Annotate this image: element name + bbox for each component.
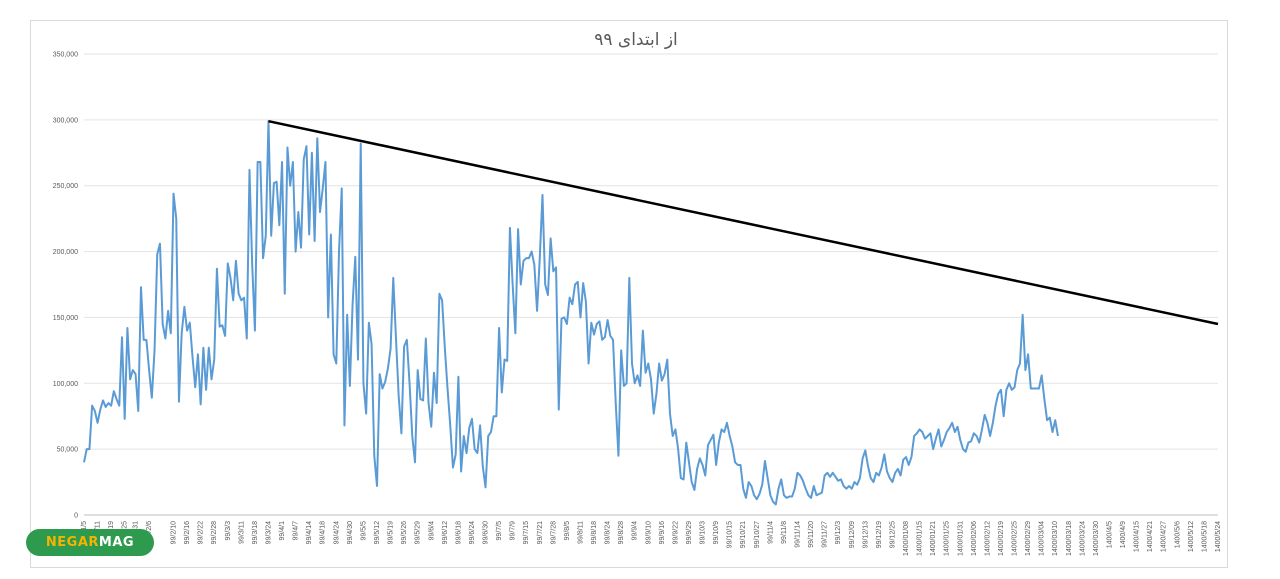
x-tick-label: 99/9/10	[645, 521, 652, 544]
x-tick-label: 99/4/14	[306, 521, 313, 544]
x-tick-label: 1400/02/29	[1025, 521, 1032, 556]
x-tick-label: 99/7/15	[523, 521, 530, 544]
x-tick-label: 99/12/13	[862, 521, 869, 548]
x-tick-label: 99/4/24	[333, 521, 340, 544]
x-tick-label: 99/5/29	[415, 521, 422, 544]
logo-text-negar: NEGAR	[45, 535, 99, 550]
x-tick-label: 1400/02/25	[1012, 521, 1019, 556]
x-tick-label: 99/4/1	[279, 521, 286, 541]
series-line	[83, 120, 1059, 506]
gridlines	[84, 53, 1218, 516]
x-tick-label: 99/6/30	[483, 521, 490, 544]
negarmag-logo: NEGAR MAG	[26, 529, 154, 556]
x-tick-label: 99/8/18	[591, 521, 598, 544]
x-tick-label: 99/5/12	[374, 521, 381, 544]
x-tick-label: 1400/03/04	[1039, 521, 1046, 556]
y-tick-label: 150,000	[53, 315, 78, 322]
x-tick-label: 99/4/30	[347, 521, 354, 544]
x-tick-label: 99/11/27	[822, 521, 829, 548]
x-tick-label: 1400/01/21	[930, 521, 937, 556]
x-tick-label: 99/2/28	[211, 521, 218, 544]
x-tick-label: 99/12/19	[876, 521, 883, 548]
x-tick-label: 1400/01/31	[957, 521, 964, 556]
trendline	[268, 119, 1219, 326]
x-tick-label: 99/8/24	[605, 521, 612, 544]
x-tick-label: 99/12/3	[835, 521, 842, 544]
x-tick-label: 99/8/11	[577, 521, 584, 544]
x-tick-label: 99/5/5	[360, 521, 367, 541]
y-tick-label: 200,000	[53, 249, 78, 256]
y-tick-label: 0	[74, 513, 78, 520]
x-tick-label: 99/3/11	[238, 521, 245, 544]
x-tick-label: 99/2/10	[171, 521, 178, 544]
chart-title: از ابتدای ۹۹	[594, 30, 678, 50]
y-tick-label: 300,000	[53, 117, 78, 124]
x-tick-label: 99/11/14	[794, 521, 801, 548]
x-tick-label: 1400/5/6	[1174, 521, 1181, 548]
x-tick-label: 1400/01/08	[903, 521, 910, 556]
x-tick-label: 99/6/4	[428, 521, 435, 541]
x-tick-label: 99/3/24	[265, 521, 272, 544]
x-tick-label: 99/9/29	[686, 521, 693, 544]
x-tick-label: 1400/4/9	[1120, 521, 1127, 548]
y-tick-label: 50,000	[57, 447, 79, 454]
x-tick-label: 99/10/21	[740, 521, 747, 548]
x-tick-label: 99/7/5	[496, 521, 503, 541]
y-axis-ticks: 0 50,000 100,000 150,000 200,000 250,000 300,0…	[53, 52, 78, 520]
x-tick-label: 99/9/22	[672, 521, 679, 544]
x-axis-ticks: 99/1/599/1/1199/1/1999/1/2599/1/3199/2/6…	[81, 521, 1222, 556]
x-tick-label: 1400/03/10	[1052, 521, 1059, 556]
x-tick-label: 99/8/5	[564, 521, 571, 541]
x-tick-label: 99/11/8	[781, 521, 788, 544]
x-tick-label: 99/10/9	[713, 521, 720, 544]
x-tick-label: 99/6/18	[455, 521, 462, 544]
x-tick-label: 1400/01/15	[917, 521, 924, 556]
x-tick-label: 1400/4/27	[1161, 521, 1168, 552]
x-tick-label: 99/3/18	[252, 521, 259, 544]
x-tick-label: 1400/03/24	[1079, 521, 1086, 556]
x-tick-label: 1400/5/18	[1201, 521, 1208, 552]
trendline-layer	[268, 119, 1219, 326]
x-tick-label: 99/11/4	[767, 521, 774, 544]
x-tick-label: 1400/4/21	[1147, 521, 1154, 552]
x-tick-label: 99/6/12	[442, 521, 449, 544]
x-tick-label: 1400/03/30	[1093, 521, 1100, 556]
x-tick-label: 99/7/9	[510, 521, 517, 541]
x-tick-label: 99/5/26	[401, 521, 408, 544]
x-tick-label: 1400/4/5	[1106, 521, 1113, 548]
x-tick-label: 99/8/28	[618, 521, 625, 544]
x-tick-label: 99/11/20	[808, 521, 815, 548]
x-tick-label: 99/10/15	[727, 521, 734, 548]
x-tick-label: 99/10/27	[754, 521, 761, 548]
x-tick-label: 99/9/16	[659, 521, 666, 544]
x-tick-label: 99/7/21	[537, 521, 544, 544]
logo-text-mag: MAG	[98, 535, 135, 550]
y-tick-label: 100,000	[53, 381, 78, 388]
y-tick-label: 350,000	[53, 52, 78, 59]
x-tick-label: 1400/02/06	[971, 521, 978, 556]
x-tick-label: 99/6/24	[469, 521, 476, 544]
y-tick-label: 250,000	[53, 183, 78, 190]
x-tick-label: 1400/02/19	[998, 521, 1005, 556]
x-tick-label: 1400/03/18	[1066, 521, 1073, 556]
x-tick-label: 99/2/6	[146, 521, 153, 541]
x-tick-label: 99/2/16	[184, 521, 191, 544]
x-tick-label: 99/12/09	[849, 521, 856, 548]
x-tick-label: 1400/4/15	[1134, 521, 1141, 552]
x-tick-label: 1400/02/12	[984, 521, 991, 556]
x-tick-label: 1400/01/25	[944, 521, 951, 556]
x-tick-label: 99/5/19	[388, 521, 395, 544]
x-tick-label: 99/2/22	[198, 521, 205, 544]
x-tick-label: 99/4/7	[293, 521, 300, 541]
x-tick-label: 99/3/3	[225, 521, 232, 541]
series-layer	[83, 120, 1059, 506]
x-tick-label: 99/4/18	[320, 521, 327, 544]
x-tick-label: 99/12/25	[889, 521, 896, 548]
x-tick-label: 99/10/3	[700, 521, 707, 544]
x-tick-label: 99/9/4	[632, 521, 639, 541]
x-tick-label: 99/7/28	[550, 521, 557, 544]
x-tick-label: 1400/5/12	[1188, 521, 1195, 552]
x-tick-label: 1400/5/24	[1215, 521, 1222, 552]
